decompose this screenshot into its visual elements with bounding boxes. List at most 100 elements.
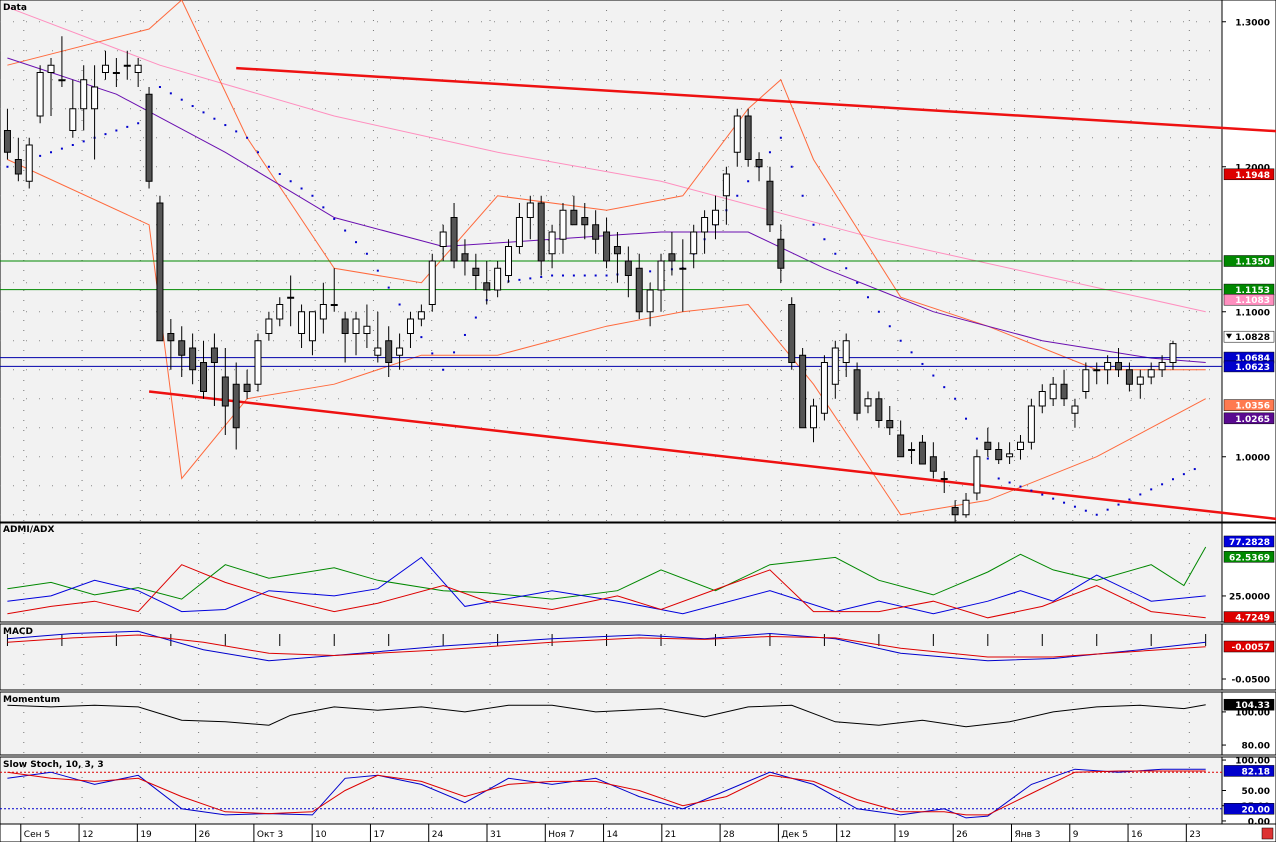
time-axis-label: 16 [1131,830,1143,840]
time-axis-label: 17 [373,830,384,840]
momentum-line [7,704,1206,728]
candle-body [341,318,349,334]
parabolic-sar-dot [605,274,608,277]
admi-value-tag: 77.2828 [1229,538,1270,548]
parabolic-sar-dot [518,278,521,281]
candle-body [515,217,523,247]
parabolic-sar-dot [965,417,968,420]
stoch-panel-title: Slow Stoch, 10, 3, 3 [3,760,104,770]
time-axis-label: 24 [432,830,444,840]
parabolic-sar-dot [1161,483,1164,486]
parabolic-sar-dot [246,136,249,139]
bollinger-upper-line [7,0,1206,371]
parabolic-sar-dot [431,352,434,355]
channel-upper-line [236,66,1276,133]
parabolic-sar-dot [1073,505,1076,508]
parabolic-sar-dot [224,124,227,127]
candle-body [112,72,120,74]
macd-value-tag-bg [1223,640,1275,653]
admi-minus-di-line [7,556,1206,615]
parabolic-sar-dot [463,333,466,336]
parabolic-sar-dot [845,267,848,270]
channel-lower-line [148,390,1276,521]
parabolic-sar-dot [1171,478,1174,481]
price-value-tag: 1.0828 [1235,333,1270,343]
candle-body [1147,369,1155,378]
price-value-tag-bg [1223,168,1275,181]
parabolic-sar-dot [899,339,902,342]
parabolic-sar-dot [877,310,880,313]
price-value-tag: 1.0356 [1235,402,1270,412]
candle-body [221,376,229,407]
candle-body [1158,362,1166,371]
candle-body [36,72,44,117]
candle-body [472,267,480,276]
parabolic-sar-dot [1084,509,1087,512]
time-axis-label: 19 [140,830,152,840]
parabolic-sar-dot [115,129,118,132]
time-axis-label: 12 [840,830,851,840]
bollinger-lower-line [7,159,1206,516]
candle-body [145,93,153,182]
candle-body [657,260,665,291]
candle-body [428,260,436,305]
candle-body [929,456,937,472]
parabolic-sar-dot [474,316,477,319]
candle-body [820,362,828,414]
parabolic-sar-dot [747,180,750,183]
admi-plus-di-line [7,546,1207,600]
admi-value-tag-bg [1223,551,1275,563]
price-value-tag-bg [1223,399,1275,411]
parabolic-sar-dot [344,229,347,232]
time-axis-label: Янв 3 [1014,830,1040,840]
candle-body [483,282,491,291]
parabolic-sar-dot [1182,473,1185,476]
candle-body [385,340,393,363]
parabolic-sar-dot [126,125,129,128]
candle-body [47,64,55,73]
time-axis-label: 19 [898,830,910,840]
candle-body [537,202,545,262]
parabolic-sar-dot [572,274,575,277]
macd-line [7,630,1206,662]
mom-panel-background [0,691,1223,756]
parabolic-sar-dot [213,117,216,120]
candle-body [123,64,131,67]
admi-value-tag: 62.5369 [1229,553,1270,563]
candle-body [156,202,164,342]
candle-body [940,478,948,480]
candle-body [3,130,11,153]
parabolic-sar-dot [1139,493,1142,496]
candle-body [298,311,306,334]
stoch-d-line [7,770,1206,816]
candle-body [330,304,338,306]
candle-body [875,398,883,421]
macd-signal-line [7,634,1206,658]
candle-body [276,304,284,320]
parabolic-sar-dot [812,223,815,226]
candle-body [766,180,774,226]
parabolic-sar-dot [1150,488,1153,491]
parabolic-sar-dot [1095,513,1098,516]
parabolic-sar-dot [60,147,63,150]
admi-value-tag: 4.7249 [1235,614,1270,624]
parabolic-sar-dot [736,194,739,197]
parabolic-sar-dot [1128,498,1131,501]
candle-body [243,383,251,392]
parabolic-sar-dot [137,122,140,125]
parabolic-sar-dot [355,241,358,244]
candle-body [69,108,77,131]
candle-body [886,420,894,429]
parabolic-sar-dot [235,130,238,133]
candle-body [505,246,513,276]
candle-body [581,217,589,226]
candle-body [134,64,142,73]
candle-body [1060,383,1068,400]
candle-body [908,449,916,451]
candle-body [494,267,502,291]
macd-axis-background [1221,623,1276,691]
stoch-tick-label: 100.00 [1235,757,1270,767]
candle-body [788,304,796,363]
parabolic-sar-dot [801,194,804,197]
